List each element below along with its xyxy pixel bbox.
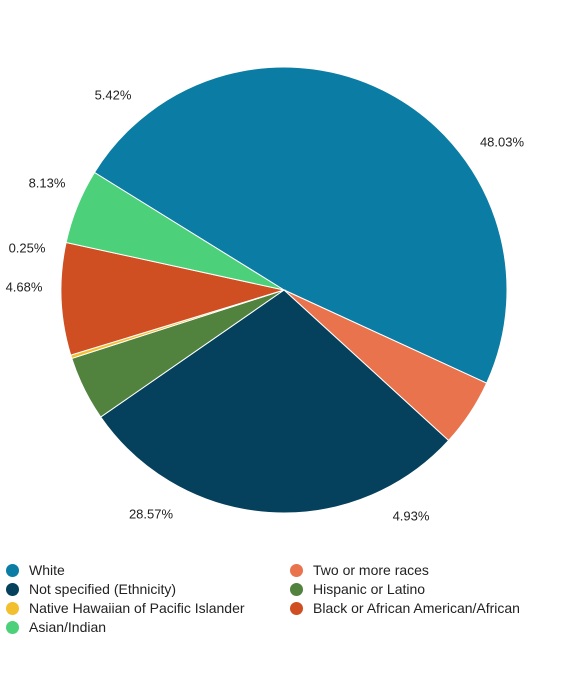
legend-swatch	[290, 563, 303, 577]
legend-swatch	[290, 582, 303, 596]
legend-label: Native Hawaiian of Pacific Islander	[29, 600, 245, 616]
legend-item: Black or African American/African	[290, 599, 520, 617]
data-label: 5.42%	[95, 87, 132, 102]
legend-item: Asian/Indian	[6, 618, 106, 636]
legend-swatch	[290, 601, 303, 615]
data-label: 4.93%	[393, 508, 430, 523]
pie-slice-not-specified-ethnicity	[100, 289, 450, 514]
legend-item: Two or more races	[290, 561, 429, 579]
legend-swatch	[6, 620, 19, 634]
legend-item: Hispanic or Latino	[290, 580, 425, 598]
legend-item: Native Hawaiian of Pacific Islander	[6, 599, 245, 617]
data-label: 4.68%	[6, 279, 43, 294]
pie-slice-white	[93, 66, 508, 384]
data-label: 8.13%	[29, 175, 66, 190]
legend-swatch	[6, 582, 19, 596]
pie-slice-asian-indian	[65, 171, 285, 291]
legend-swatch	[6, 601, 19, 615]
legend-label: Black or African American/African	[313, 600, 520, 616]
legend-item: White	[6, 561, 65, 579]
legend-item: Not specified (Ethnicity)	[6, 580, 176, 598]
legend-label: Hispanic or Latino	[313, 581, 426, 597]
data-label: 28.57%	[129, 506, 174, 521]
legend-label: Two or more races	[313, 562, 429, 578]
pie-slice-black-or-african-american-african	[60, 241, 286, 356]
pie-chart: 48.03% 4.93% 28.57% 4.68% 0.25% 8.13% 5.42%	[6, 66, 525, 523]
legend-swatch	[6, 563, 19, 577]
legend-label: White	[29, 562, 65, 578]
data-label: 0.25%	[9, 240, 46, 255]
legend-label: Asian/Indian	[29, 619, 107, 635]
data-label: 48.03%	[480, 134, 525, 149]
legend-label: Not specified (Ethnicity)	[29, 581, 177, 597]
